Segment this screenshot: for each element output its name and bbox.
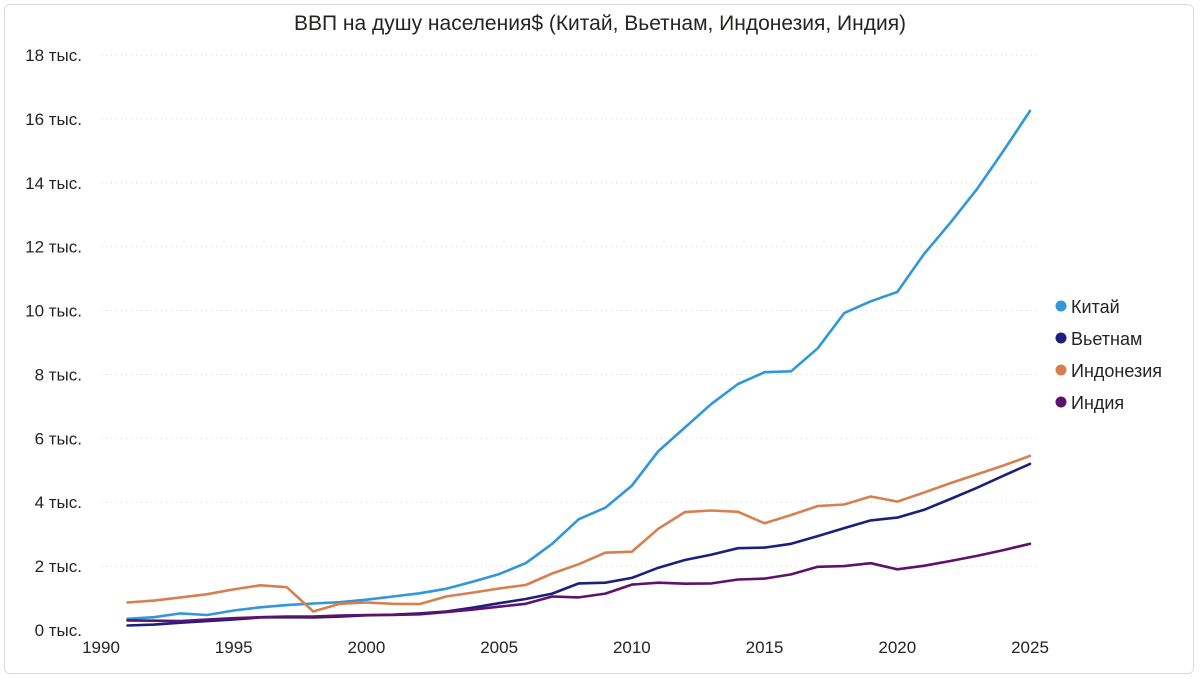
x-tick-label: 2020 <box>878 638 916 657</box>
y-tick-label: 8 тыс. <box>35 365 82 384</box>
legend: Китай Вьетнам Индонезия Индия <box>1055 297 1162 413</box>
legend-marker <box>1055 364 1067 376</box>
y-tick-label: 18 тыс. <box>25 46 82 65</box>
x-tick-label: 2025 <box>1011 638 1049 657</box>
chart-title: ВВП на душу населения$ (Китай, Вьетнам, … <box>293 12 907 35</box>
y-tick-label: 16 тыс. <box>25 110 82 129</box>
x-tick-label: 2015 <box>746 638 784 657</box>
legend-marker <box>1055 300 1067 312</box>
y-tick-label: 10 тыс. <box>25 302 82 321</box>
x-axis: 1990 1995 2000 2005 2010 2015 2020 2025 <box>82 638 1049 657</box>
series-layer <box>126 109 1032 627</box>
grid-layer <box>101 54 1040 567</box>
x-tick-label: 1995 <box>215 638 253 657</box>
y-tick-label: 12 тыс. <box>25 238 82 257</box>
series-line-4 <box>126 542 1032 623</box>
legend-marker <box>1055 332 1067 344</box>
legend-label: Китай <box>1071 297 1120 317</box>
legend-label: Индонезия <box>1071 361 1162 381</box>
x-tick-label: 2005 <box>480 638 518 657</box>
x-tick-label: 2000 <box>348 638 386 657</box>
legend-label: Вьетнам <box>1071 329 1142 349</box>
y-tick-label: 6 тыс. <box>35 429 82 448</box>
chart-frame <box>4 4 1194 674</box>
x-tick-label: 2010 <box>613 638 651 657</box>
y-axis: 0 тыс. 2 тыс. 4 тыс. 6 тыс. 8 тыс. 10 тыс. 12 … <box>25 46 82 640</box>
y-tick-label: 2 тыс. <box>35 557 82 576</box>
y-tick-label: 4 тыс. <box>35 493 82 512</box>
y-tick-label: 0 тыс. <box>35 621 82 640</box>
x-tick-label: 1990 <box>82 638 120 657</box>
series-line-1 <box>126 109 1032 621</box>
y-tick-label: 14 тыс. <box>25 174 82 193</box>
series-line-3 <box>126 454 1032 613</box>
legend-marker <box>1055 396 1067 408</box>
series-line-2 <box>126 462 1032 627</box>
legend-label: Индия <box>1071 393 1124 413</box>
